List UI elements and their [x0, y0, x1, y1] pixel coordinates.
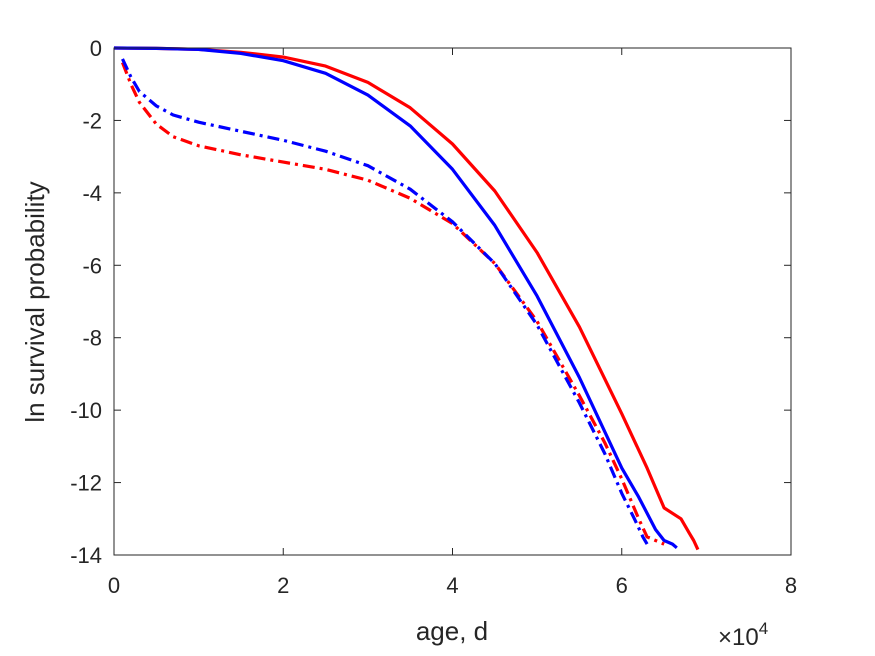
- x-axis-label: age, d: [416, 616, 488, 646]
- y-tick-label: -6: [82, 253, 102, 278]
- x-tick-label: 0: [108, 573, 120, 598]
- series-line-2: [113, 46, 678, 550]
- y-tick-label: -2: [82, 108, 102, 133]
- series-line-4: [121, 58, 649, 545]
- y-tick-label: -12: [70, 471, 102, 496]
- x-multiplier-base: 10: [732, 624, 759, 651]
- tick-layer: 0 2 4 6 8 0 -2 -4 -6 -8 -10 -12 -14: [70, 36, 797, 598]
- y-tick-label: -14: [70, 543, 102, 568]
- x-tick-label: 6: [616, 573, 628, 598]
- series-line-3: [121, 61, 665, 546]
- x-axis-multiplier: ×104: [718, 619, 768, 651]
- y-tick-label: -10: [70, 398, 102, 423]
- y-tick-label: -8: [82, 326, 102, 351]
- x-tick-label: 8: [785, 573, 797, 598]
- x-tick-label: 4: [446, 573, 458, 598]
- y-tick-label: -4: [82, 181, 102, 206]
- y-axis-label: ln survival probability: [20, 181, 50, 422]
- y-tick-label: 0: [90, 36, 102, 61]
- series-layer: [113, 46, 700, 551]
- x-multiplier-exponent: 4: [759, 619, 768, 638]
- x-tick-label: 2: [277, 573, 289, 598]
- x-multiplier-symbol: ×: [718, 624, 732, 651]
